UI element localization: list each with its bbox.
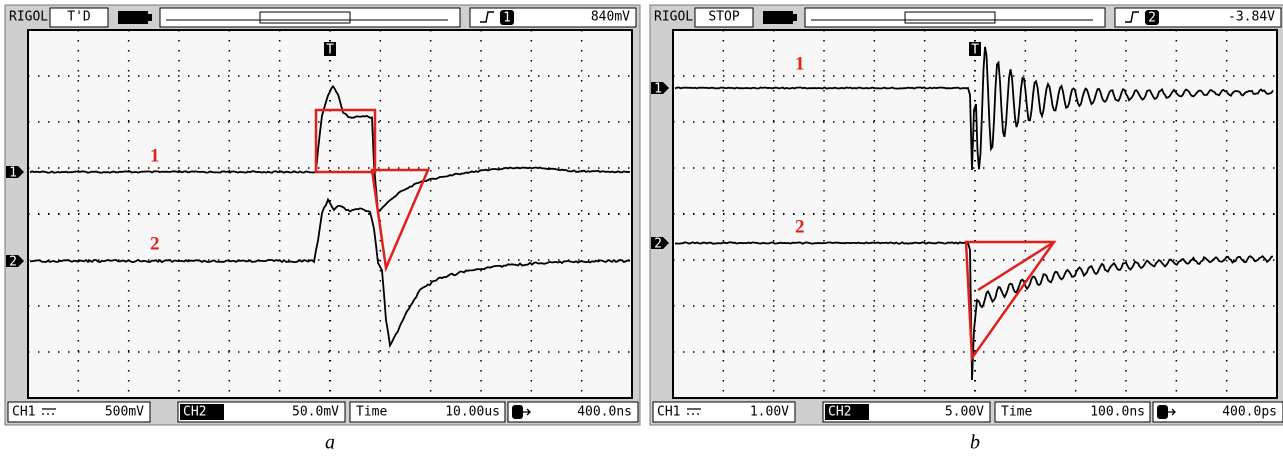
channel-marker: 1 bbox=[9, 166, 17, 181]
trace-label: 1 bbox=[795, 53, 805, 74]
time-scale: 100.0ns bbox=[1090, 405, 1145, 420]
time-scale: 10.00us bbox=[445, 405, 500, 420]
battery-icon bbox=[118, 11, 148, 24]
battery-icon bbox=[763, 11, 793, 24]
trigger-marker: T bbox=[326, 43, 334, 58]
ch2-scale: 5.00V bbox=[945, 405, 984, 420]
delay-icon bbox=[512, 405, 523, 419]
figure: RIGOL T'D 1 840mV T 1 2 1 2 CH1 500mV CH2 50.0mV Time… bbox=[0, 0, 1283, 457]
channel-marker: 1 bbox=[654, 82, 662, 97]
trigger-level: 840mV bbox=[591, 10, 630, 25]
ch1-scale: 500mV bbox=[105, 405, 144, 420]
trace-label: 2 bbox=[795, 216, 805, 237]
trigger-channel: 2 bbox=[1148, 11, 1156, 26]
delay: 400.0ns bbox=[577, 405, 632, 420]
ch2-label: CH2 bbox=[183, 405, 206, 420]
trigger-marker: T bbox=[971, 43, 979, 58]
memory-strip bbox=[805, 8, 1105, 27]
ch2-scale: 50.0mV bbox=[292, 405, 339, 420]
trigger-level: -3.84V bbox=[1228, 10, 1275, 25]
battery-tip bbox=[148, 14, 152, 21]
status: STOP bbox=[708, 10, 739, 25]
trace-label: 1 bbox=[150, 145, 160, 166]
ch1-label: CH1 bbox=[657, 405, 680, 420]
time-label: Time bbox=[356, 405, 387, 420]
delay: 400.0ps bbox=[1222, 405, 1277, 420]
ch2-label: CH2 bbox=[828, 405, 851, 420]
channel-marker: 2 bbox=[9, 255, 17, 270]
brand: RIGOL bbox=[654, 10, 693, 25]
channel-marker: 2 bbox=[654, 237, 662, 252]
battery-tip bbox=[793, 14, 797, 21]
time-label: Time bbox=[1001, 405, 1032, 420]
caption: a bbox=[325, 432, 335, 454]
ch1-label: CH1 bbox=[12, 405, 35, 420]
brand: RIGOL bbox=[9, 10, 48, 25]
memory-strip bbox=[160, 8, 460, 27]
delay-icon bbox=[1157, 405, 1168, 419]
trigger-channel: 1 bbox=[503, 11, 511, 26]
status: T'D bbox=[67, 10, 91, 25]
trace-label: 2 bbox=[150, 233, 160, 254]
ch1-scale: 1.00V bbox=[750, 405, 789, 420]
caption: b bbox=[970, 432, 980, 454]
